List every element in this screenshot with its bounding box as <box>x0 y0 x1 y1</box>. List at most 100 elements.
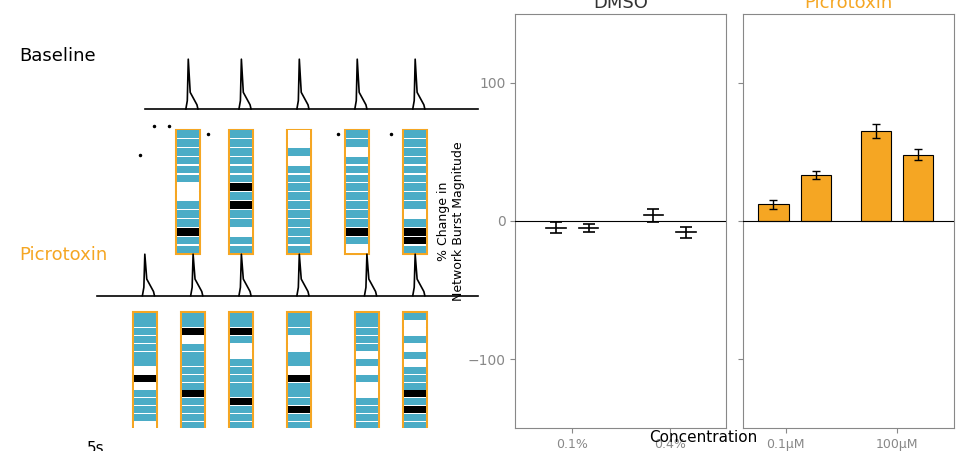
Bar <box>230 429 253 436</box>
Bar <box>288 246 310 253</box>
Bar <box>134 336 156 343</box>
Bar <box>134 429 156 436</box>
Bar <box>288 184 310 191</box>
Title: DMSO: DMSO <box>594 0 649 12</box>
Bar <box>903 155 933 221</box>
Bar <box>404 237 426 244</box>
Bar <box>134 406 156 413</box>
Bar <box>182 391 204 397</box>
Bar <box>177 237 200 244</box>
Bar <box>759 204 789 221</box>
Bar <box>404 228 426 235</box>
Bar <box>182 367 204 374</box>
Bar <box>346 237 368 244</box>
Bar <box>346 228 368 235</box>
Bar <box>404 367 426 374</box>
Bar <box>134 313 156 320</box>
Bar <box>356 406 378 413</box>
Bar <box>230 406 253 413</box>
Bar <box>288 336 310 343</box>
Bar <box>404 184 426 191</box>
Bar <box>182 359 204 366</box>
Bar <box>230 184 253 191</box>
Bar <box>134 344 156 351</box>
Bar <box>404 414 426 421</box>
Bar <box>288 391 310 397</box>
Bar <box>404 210 426 218</box>
Bar <box>404 391 426 397</box>
Bar <box>288 130 310 138</box>
Bar <box>134 359 156 366</box>
Bar <box>230 228 253 235</box>
Bar <box>134 422 156 428</box>
Bar <box>356 313 378 320</box>
Bar <box>801 175 831 221</box>
Bar <box>230 391 253 397</box>
Bar <box>134 367 156 374</box>
Bar <box>230 139 253 147</box>
Bar <box>182 406 204 413</box>
Bar <box>346 175 368 182</box>
Bar <box>404 429 426 436</box>
Bar <box>404 328 426 335</box>
Bar <box>356 375 378 382</box>
Bar <box>182 398 204 405</box>
FancyBboxPatch shape <box>345 130 369 254</box>
Bar <box>182 352 204 359</box>
Bar <box>134 328 156 335</box>
Bar <box>404 359 426 366</box>
Bar <box>134 398 156 405</box>
Bar <box>230 367 253 374</box>
Bar <box>230 148 253 156</box>
Bar <box>288 422 310 428</box>
Bar <box>177 210 200 218</box>
Bar <box>346 148 368 156</box>
Bar <box>288 210 310 218</box>
Text: Baseline: Baseline <box>19 47 96 65</box>
Bar <box>230 246 253 253</box>
Bar <box>404 336 426 343</box>
Bar <box>288 157 310 165</box>
Bar <box>404 406 426 413</box>
Bar <box>134 383 156 390</box>
Bar <box>288 193 310 200</box>
Bar <box>182 383 204 390</box>
Bar <box>134 414 156 421</box>
Bar <box>288 166 310 173</box>
Bar <box>230 359 253 366</box>
Bar <box>346 246 368 253</box>
FancyBboxPatch shape <box>181 312 205 437</box>
Bar <box>356 359 378 366</box>
Bar <box>346 201 368 209</box>
Bar <box>404 246 426 253</box>
Bar <box>288 219 310 227</box>
Bar <box>177 246 200 253</box>
Bar <box>346 193 368 200</box>
Bar <box>288 367 310 374</box>
Bar <box>288 139 310 147</box>
Bar <box>346 139 368 147</box>
Bar <box>288 375 310 382</box>
Bar <box>230 321 253 327</box>
Bar <box>404 193 426 200</box>
Bar <box>346 219 368 227</box>
Bar <box>177 175 200 182</box>
Bar <box>356 344 378 351</box>
Bar <box>356 414 378 421</box>
Bar <box>182 375 204 382</box>
Bar <box>177 219 200 227</box>
FancyBboxPatch shape <box>355 312 379 437</box>
Bar <box>404 175 426 182</box>
Bar <box>182 344 204 351</box>
Bar <box>182 336 204 343</box>
Bar <box>288 321 310 327</box>
Bar <box>404 398 426 405</box>
Bar <box>230 201 253 209</box>
Bar <box>404 166 426 173</box>
FancyBboxPatch shape <box>403 312 427 437</box>
Bar <box>288 398 310 405</box>
Bar <box>288 201 310 209</box>
Bar <box>346 157 368 165</box>
Bar <box>134 391 156 397</box>
Bar <box>404 139 426 147</box>
